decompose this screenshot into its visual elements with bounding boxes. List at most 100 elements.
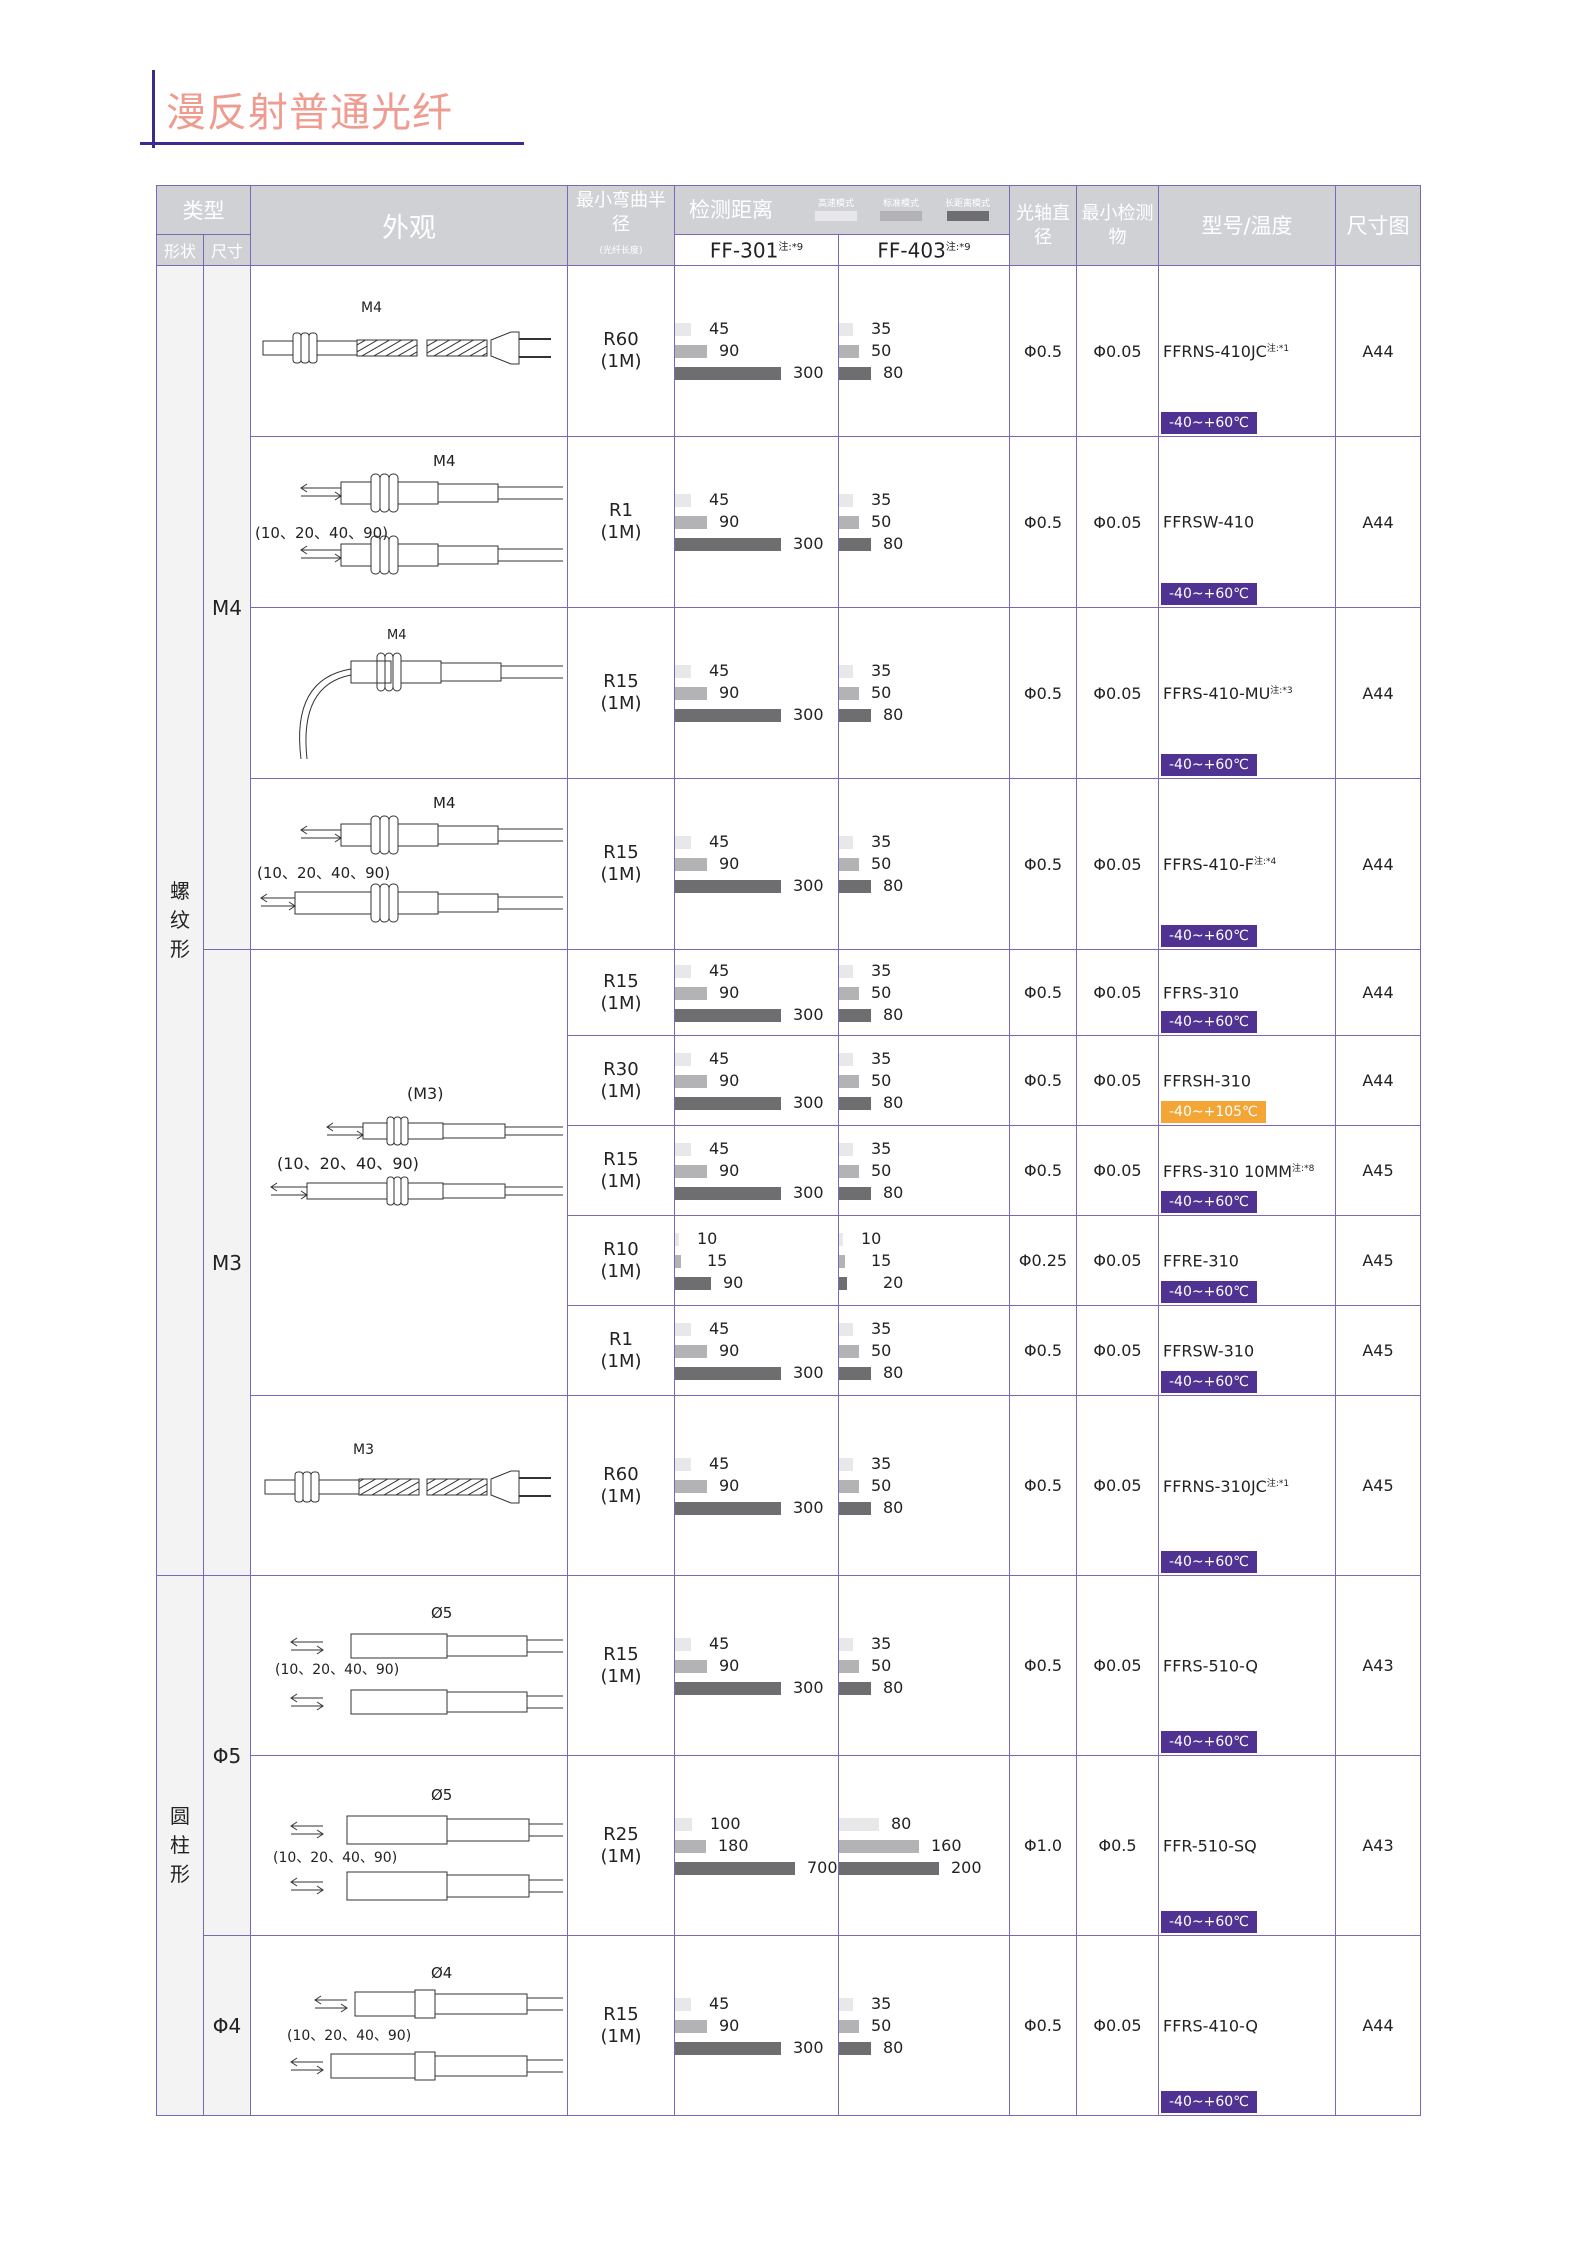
distance-value: 200 bbox=[951, 1857, 982, 1877]
distance-bar bbox=[675, 1457, 691, 1471]
temperature-badge: -40~+60℃ bbox=[1161, 583, 1257, 605]
distance-bar bbox=[839, 1254, 845, 1268]
distance-value: 180 bbox=[718, 1835, 749, 1855]
table-row: R1 (1M) 45 90 300 35 50 80 Φ0.5 Φ0.05 FFRSW-310 -40… bbox=[157, 1305, 1421, 1396]
distance-value: 20 bbox=[883, 1272, 904, 1292]
distance-value: 15 bbox=[707, 1250, 728, 1270]
distance-bar-row: 15 bbox=[675, 1250, 838, 1272]
distance-ff403-cell: 35 50 80 bbox=[838, 436, 1010, 608]
axis-diameter: Φ0.5 bbox=[1009, 1035, 1077, 1126]
bend-radius: R60 bbox=[603, 329, 639, 350]
distance-ff301-cell: 45 90 300 bbox=[674, 949, 839, 1036]
distance-value: 15 bbox=[871, 1250, 892, 1270]
distance-bar bbox=[839, 1232, 843, 1246]
distance-bar bbox=[675, 516, 707, 529]
distance-ff301-cell: 100 180 700 bbox=[674, 1755, 839, 1936]
svg-text:M4: M4 bbox=[387, 628, 407, 643]
size-phi4: Φ4 bbox=[203, 1935, 251, 2116]
distance-ff403-cell: 35 50 80 bbox=[838, 607, 1010, 779]
fiber-drawing-510q: Ø5 (10、20、40、90) bbox=[275, 1604, 563, 1714]
distance-bar-row: 35 bbox=[839, 1318, 1009, 1340]
d1-bars: 45 90 300 bbox=[675, 1138, 838, 1204]
min-object: Φ0.05 bbox=[1076, 1575, 1159, 1756]
d2-bars: 35 50 80 bbox=[839, 489, 1009, 555]
distance-bar bbox=[839, 2019, 859, 2033]
distance-bar bbox=[839, 1276, 847, 1290]
distance-bar bbox=[675, 836, 691, 849]
distance-bar bbox=[839, 538, 871, 551]
header-bend-radius-label: 最小弯曲半径 bbox=[576, 189, 666, 235]
axis-diameter: Φ0.5 bbox=[1009, 265, 1077, 437]
d1-bars: 45 90 300 bbox=[675, 831, 838, 897]
distance-value: 90 bbox=[719, 1655, 740, 1675]
bend-radius: R15 bbox=[603, 1148, 639, 1170]
fiber-length: (1M) bbox=[600, 1170, 642, 1192]
bend-radius: R60 bbox=[603, 1463, 639, 1485]
table-row: R10 (1M) 10 15 90 10 15 20 Φ0.25 Φ0.05 FFRE-310 -40… bbox=[157, 1215, 1421, 1306]
dimension-ref: A44 bbox=[1335, 265, 1421, 437]
distance-value: 50 bbox=[871, 982, 892, 1002]
distance-bar-row: 45 bbox=[675, 1048, 838, 1070]
distance-value: 300 bbox=[793, 1092, 824, 1112]
distance-ff403-cell: 35 50 80 bbox=[838, 1935, 1010, 2116]
distance-value: 80 bbox=[883, 1092, 904, 1112]
svg-text:(10、20、40、90): (10、20、40、90) bbox=[287, 2028, 411, 2044]
distance-bar-row: 80 bbox=[839, 362, 1009, 384]
distance-value: 45 bbox=[709, 490, 730, 509]
distance-value: 80 bbox=[883, 1677, 904, 1697]
distance-bar-row: 90 bbox=[675, 1160, 838, 1182]
legend-high-speed: 高速模式 bbox=[815, 196, 857, 221]
d2-bars: 35 50 80 bbox=[839, 1453, 1009, 1519]
axis-diameter: Φ0.25 bbox=[1009, 1215, 1077, 1306]
fiber-length: (1M) bbox=[600, 1260, 642, 1282]
distance-bar bbox=[839, 1074, 859, 1088]
svg-text:M4: M4 bbox=[433, 794, 456, 812]
distance-value: 90 bbox=[719, 683, 740, 702]
distance-ff301-cell: 45 90 300 bbox=[674, 1575, 839, 1756]
model-name: FFRS-410-F注:*4 bbox=[1163, 855, 1277, 875]
distance-bar bbox=[675, 1164, 707, 1178]
dimension-ref: A45 bbox=[1335, 1215, 1421, 1306]
distance-bar-row: 300 bbox=[675, 1182, 838, 1204]
min-object: Φ0.05 bbox=[1076, 436, 1159, 608]
model-name: FFRS-310 10MM注:*8 bbox=[1163, 1161, 1315, 1181]
temperature-badge: -40~+60℃ bbox=[1161, 1551, 1257, 1573]
appearance-picture: M4 (10、20、40、90) bbox=[250, 436, 568, 608]
axis-diameter: Φ0.5 bbox=[1009, 1305, 1077, 1396]
distance-ff403-cell: 80 160 200 bbox=[838, 1755, 1010, 1936]
table-row: M3 (M3) (10、20、40、90) bbox=[157, 949, 1421, 1576]
distance-bar bbox=[675, 1681, 781, 1695]
distance-value: 300 bbox=[793, 2037, 824, 2057]
distance-bar-row: 45 bbox=[675, 1138, 838, 1160]
distance-bar bbox=[675, 2041, 781, 2055]
bend-radius-cell: R15 (1M) bbox=[567, 1575, 675, 1756]
distance-ff403-cell: 35 50 80 bbox=[838, 1395, 1010, 1576]
bend-radius-cell: R15 (1M) bbox=[567, 949, 675, 1036]
d2-bars: 80 160 200 bbox=[839, 1813, 1009, 1879]
distance-value: 80 bbox=[883, 1004, 904, 1024]
distance-bar-row: 80 bbox=[839, 1004, 1009, 1026]
distance-value: 80 bbox=[883, 2037, 904, 2057]
distance-bar-row: 90 bbox=[675, 982, 838, 1004]
distance-bar bbox=[675, 1997, 691, 2011]
distance-value: 300 bbox=[793, 1677, 824, 1697]
distance-value: 50 bbox=[871, 683, 892, 702]
axis-diameter: Φ0.5 bbox=[1009, 1935, 1077, 2116]
header-distance-label: 检测距离 bbox=[689, 198, 773, 222]
distance-bar-row: 45 bbox=[675, 1453, 838, 1475]
temperature-badge: -40~+60℃ bbox=[1161, 1911, 1257, 1933]
distance-bar-row: 35 bbox=[839, 1453, 1009, 1475]
distance-bar-row: 50 bbox=[839, 340, 1009, 362]
header-appearance: 外观 bbox=[250, 185, 568, 266]
distance-bar-row: 300 bbox=[675, 362, 838, 384]
model-name: FFRSW-310 bbox=[1163, 1341, 1255, 1360]
distance-ff301-cell: 45 90 300 bbox=[674, 1305, 839, 1396]
distance-bar bbox=[675, 1344, 707, 1358]
distance-bar bbox=[675, 687, 707, 700]
fiber-length: (1M) bbox=[600, 1665, 642, 1687]
distance-bar-row: 45 bbox=[675, 318, 838, 340]
model-cell: FFRSW-410 -40~+60℃ bbox=[1158, 436, 1336, 608]
size-m3: M3 bbox=[203, 949, 251, 1576]
temperature-badge: -40~+60℃ bbox=[1161, 1281, 1257, 1303]
temperature-badge: -40~+105℃ bbox=[1161, 1101, 1266, 1123]
